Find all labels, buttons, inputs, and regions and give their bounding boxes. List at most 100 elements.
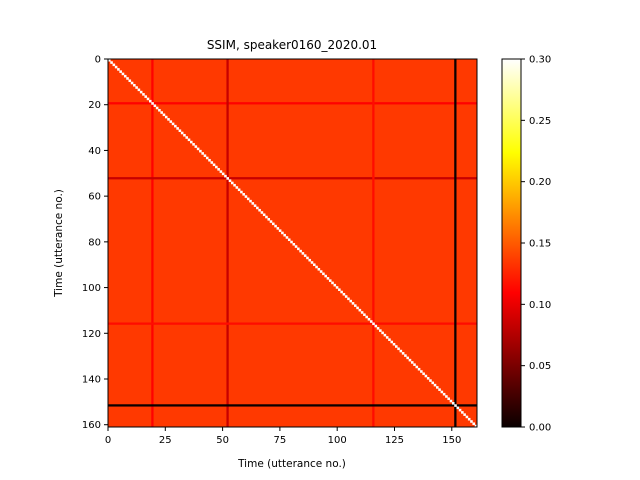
diagonal-cell: [397, 347, 400, 351]
diagonal-cell: [153, 104, 157, 108]
diagonal-cell: [342, 292, 346, 296]
diagonal-cell: [458, 408, 462, 412]
diagonal-cell: [319, 270, 323, 273]
diagonal-cell: [310, 261, 314, 264]
diagonal-cell: [363, 313, 366, 316]
diagonal-cell: [201, 152, 204, 155]
diagonal-cell: [333, 283, 337, 287]
diagonal-cell: [420, 370, 423, 373]
diagonal-cell: [221, 172, 225, 176]
diagonal-cell: [317, 267, 321, 271]
x-tick-label: 100: [328, 435, 347, 446]
diagonal-cell: [438, 388, 441, 391]
y-tick-label: 140: [82, 375, 101, 386]
diagonal-cell: [470, 420, 473, 423]
diagonal-cell: [354, 304, 357, 307]
diagonal-cell: [246, 197, 250, 201]
diagonal-cell: [472, 422, 476, 426]
diagonal-cell: [237, 188, 241, 192]
colorbar-tick-label: 0.10: [529, 300, 551, 311]
diagonal-cell: [196, 147, 200, 151]
diagonal-cell: [272, 222, 275, 226]
chart-title: SSIM, speaker0160_2020.01: [207, 38, 377, 52]
diagonal-cell: [167, 118, 170, 121]
x-axis-ticks: 0 25 50 75 100 125 150: [105, 427, 461, 446]
diagonal-cell: [160, 111, 163, 114]
diagonal-cell: [301, 252, 305, 255]
diagonal-cell: [315, 265, 318, 269]
diagonal-cell: [374, 324, 378, 328]
diagonal-cell: [306, 256, 309, 260]
diagonal-cell: [474, 424, 477, 427]
diagonal-cell: [226, 177, 230, 180]
diagonal-cell: [285, 236, 289, 239]
diagonal-cell: [313, 263, 316, 267]
diagonal-cell: [360, 311, 364, 314]
diagonal-cell: [410, 361, 414, 364]
diagonal-cell: [287, 238, 291, 242]
colorbar-ticks: 0.00 0.05 0.10 0.15 0.20 0.25 0.30: [521, 55, 551, 434]
diagonal-cell: [349, 299, 353, 303]
diagonal-cell: [269, 220, 273, 223]
diagonal-cell: [447, 397, 450, 401]
low-similarity-column: [226, 59, 229, 427]
diagonal-cell: [210, 161, 214, 164]
diagonal-cell: [433, 383, 437, 387]
diagonal-cell: [219, 170, 223, 173]
diagonal-cell: [338, 288, 341, 292]
low-similarity-column: [151, 59, 154, 427]
diagonal-cell: [178, 129, 182, 132]
colorbar-tick-label: 0.20: [529, 177, 551, 188]
diagonal-cell: [467, 417, 471, 421]
diagonal-cell: [235, 186, 239, 189]
diagonal-cell: [265, 215, 268, 219]
y-tick-label: 80: [88, 237, 101, 248]
colorbar-tick-label: 0.00: [529, 423, 551, 434]
diagonal-cell: [228, 179, 232, 182]
diagonal-cell: [212, 163, 216, 167]
diagonal-cell: [171, 122, 175, 126]
diagonal-cell: [388, 338, 391, 341]
low-similarity-row: [108, 322, 477, 325]
diagonal-cell: [278, 229, 282, 232]
diagonal-cell: [267, 218, 271, 221]
diagonal-cell: [445, 395, 448, 398]
diagonal-cell: [142, 93, 145, 96]
diagonal-cell: [297, 247, 300, 251]
diagonal-cell: [274, 224, 277, 228]
diagonal-cell: [176, 127, 179, 130]
diagonal-cell: [110, 61, 113, 64]
diagonal-cell: [281, 231, 284, 235]
diagonal-cell: [381, 331, 384, 335]
colorbar-gradient: [501, 58, 522, 428]
diagonal-cell: [451, 402, 455, 405]
diagonal-cell: [379, 329, 382, 332]
diagonal-cell: [299, 249, 302, 253]
y-tick-label: 60: [88, 192, 101, 203]
colorbar-tick-label: 0.15: [529, 239, 551, 250]
y-axis-label: Time (utterance no.): [53, 189, 65, 298]
y-tick-label: 20: [88, 100, 101, 111]
diagonal-cell: [158, 108, 161, 112]
diagonal-cell: [408, 358, 412, 362]
diagonal-cell: [383, 333, 387, 337]
diagonal-cell: [456, 406, 460, 410]
x-axis-label: Time (utterance no.): [237, 458, 346, 470]
diagonal-cell: [258, 208, 261, 212]
diagonal-cell: [114, 65, 118, 69]
diagonal-cell: [242, 193, 245, 196]
diagonal-cell: [119, 70, 122, 73]
diagonal-cell: [128, 79, 132, 83]
diagonal-cell: [351, 302, 355, 305]
diagonal-cell: [308, 258, 312, 262]
diagonal-cell: [385, 336, 389, 339]
diagonal-cell: [440, 390, 444, 394]
diagonal-cell: [390, 340, 394, 344]
diagonal-cell: [415, 365, 419, 369]
diagonal-cell: [130, 81, 134, 85]
diagonal-cell: [203, 154, 207, 157]
diagonal-cell: [322, 272, 325, 276]
diagonal-cell: [465, 415, 469, 419]
diagonal-cell: [431, 381, 435, 385]
